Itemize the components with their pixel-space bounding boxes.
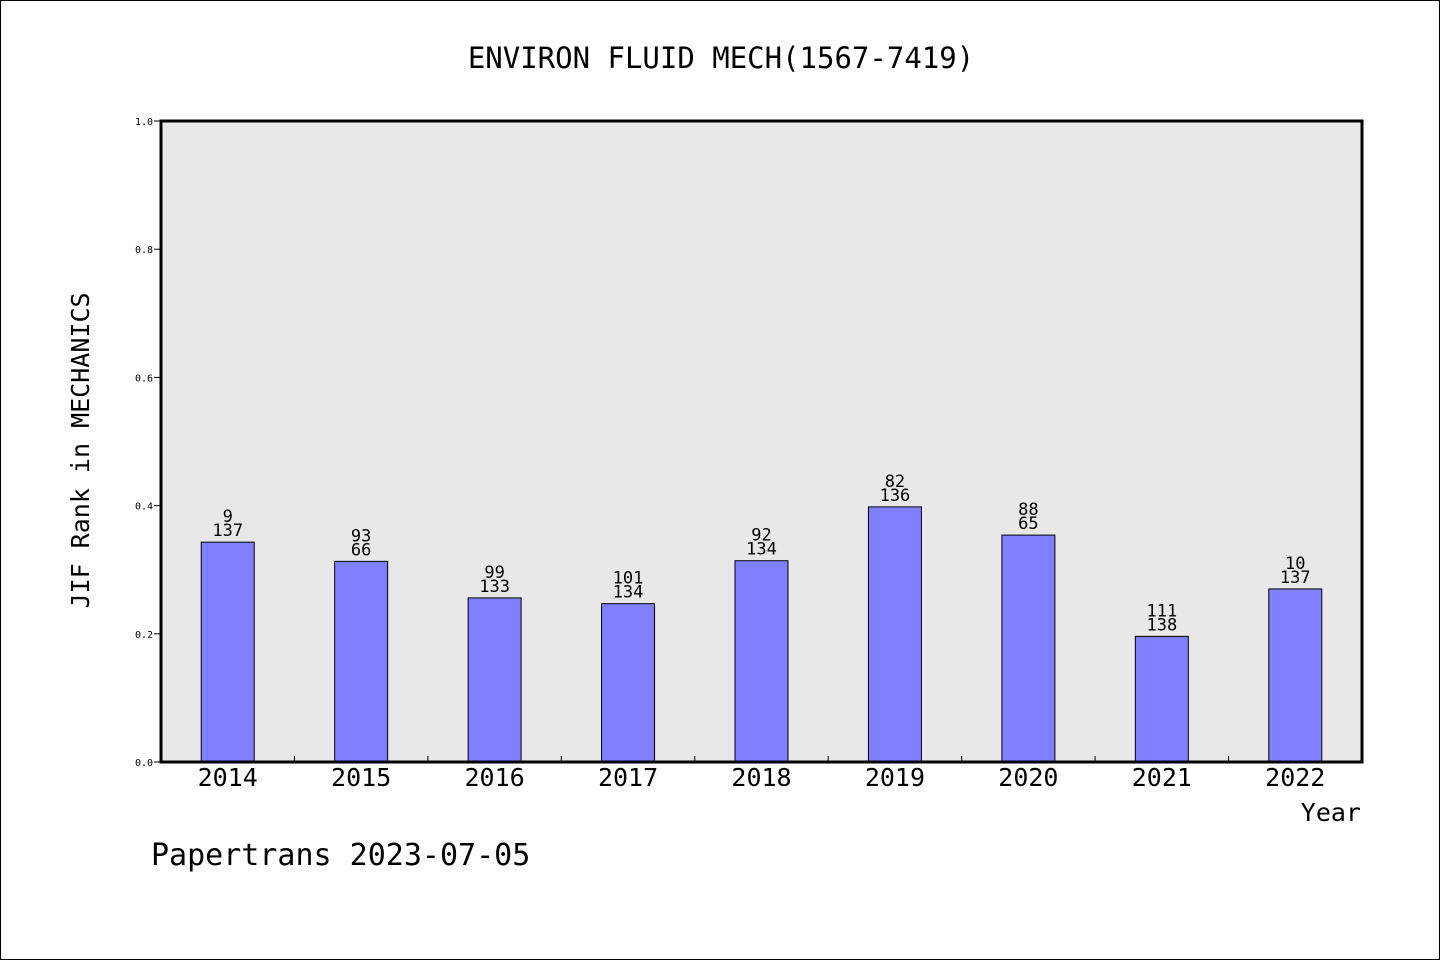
x-tick-label: 2022 (1265, 763, 1325, 792)
bar-label-bottom: 134 (613, 583, 644, 603)
y-axis-ticks: 0.0 0.2 0.4 0.6 0.8 1.0 (135, 117, 161, 769)
chart-title: ENVIRON FLUID MECH(1567-7419) (468, 41, 974, 75)
x-axis-ticks: 2014 2015 2016 2017 2018 2019 2020 2021 2022 (198, 756, 1325, 792)
y-tick-label: 0.0 (135, 758, 153, 769)
x-tick-label: 2021 (1132, 763, 1192, 792)
bar-label-bottom: 66 (351, 540, 371, 560)
bar-label-bottom: 65 (1018, 514, 1038, 534)
bar-2020 (1001, 534, 1056, 763)
bar-label-top: 88 (1018, 500, 1038, 520)
bar-label-top: 111 (1146, 601, 1177, 621)
bar-label-bottom: 138 (1146, 615, 1177, 635)
bar-label-top: 10 (1285, 554, 1305, 574)
x-axis-label: Year (1301, 798, 1361, 827)
bar-label-top: 92 (751, 526, 771, 546)
y-tick-label: 0.8 (135, 245, 153, 256)
y-tick-label: 0.4 (135, 502, 153, 513)
bar-2014 (200, 541, 255, 763)
bar-label-top: 101 (613, 569, 644, 589)
x-tick-label: 2019 (865, 763, 925, 792)
bar-label-top: 99 (484, 563, 504, 583)
bar-2018 (734, 560, 789, 763)
x-tick-label: 2020 (998, 763, 1058, 792)
y-tick-label: 0.6 (135, 373, 153, 384)
x-tick-label: 2017 (598, 763, 658, 792)
bar-label-bottom: 136 (880, 486, 911, 506)
y-tick-label: 1.0 (135, 117, 153, 128)
bar-label-bottom: 134 (746, 540, 777, 560)
y-axis-label: JIF Rank in MECHANICS (66, 292, 95, 608)
bar-2019 (867, 506, 922, 763)
bar-label-bottom: 137 (1280, 568, 1311, 588)
bar-2017 (601, 603, 656, 763)
bar-2015 (334, 560, 389, 763)
bar-label-top: 9 (223, 507, 233, 527)
bar-label-bottom: 137 (212, 521, 243, 541)
x-tick-label: 2018 (731, 763, 791, 792)
plot-border (159, 119, 1364, 764)
bar-2016 (467, 597, 522, 763)
bar-label-bottom: 133 (479, 577, 510, 597)
bar-2022 (1268, 588, 1323, 763)
bar-2021 (1134, 635, 1189, 763)
y-tick-label: 0.2 (135, 630, 153, 641)
x-tick-label: 2016 (465, 763, 525, 792)
bar-label-top: 93 (351, 526, 371, 546)
x-tick-label: 2015 (331, 763, 391, 792)
bar-label-top: 82 (885, 472, 905, 492)
x-tick-label: 2014 (198, 763, 258, 792)
footer-credit: Papertrans 2023-07-05 (151, 838, 530, 873)
